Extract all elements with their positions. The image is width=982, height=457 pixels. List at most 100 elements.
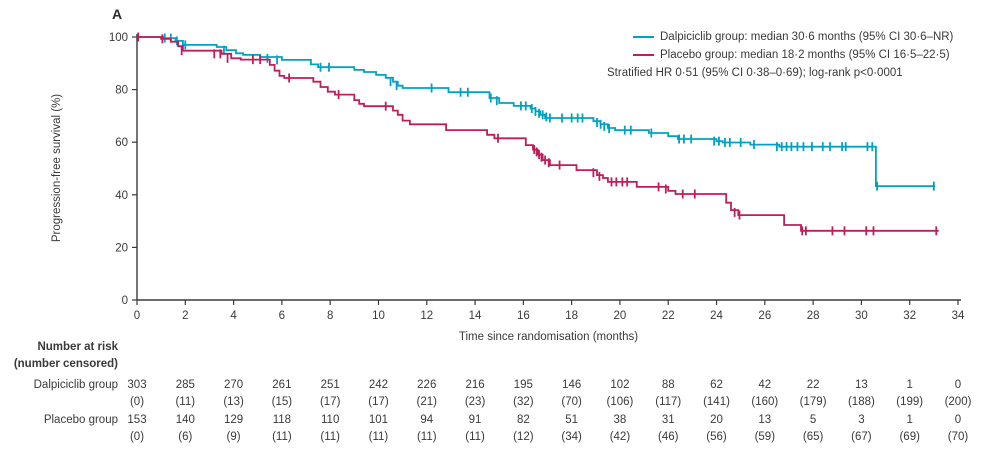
censored-value: (70) <box>561 396 582 408</box>
svg-text:20: 20 <box>115 242 128 254</box>
risk-value: 195 <box>513 379 533 391</box>
censored-value: (141) <box>703 396 730 408</box>
legend-item-dalpiciclib: Dalpiciclib group: median 30·6 months (9… <box>607 28 953 46</box>
svg-text:60: 60 <box>115 137 128 149</box>
risk-table-header-1: Number at risk <box>37 341 118 353</box>
risk-value: 129 <box>223 414 244 426</box>
legend-label-placebo: Placebo group: median 18·2 months (95% C… <box>660 49 950 61</box>
legend: Dalpiciclib group: median 30·6 months (9… <box>607 28 953 82</box>
censored-value: (11) <box>320 431 340 443</box>
svg-text:12: 12 <box>420 310 433 322</box>
censored-value: (12) <box>513 431 534 443</box>
censored-value: (69) <box>899 431 920 443</box>
censored-value: (46) <box>658 431 679 443</box>
risk-value: 102 <box>610 379 630 391</box>
svg-text:20: 20 <box>614 310 627 322</box>
risk-value: 110 <box>321 414 340 426</box>
svg-text:0: 0 <box>134 310 140 322</box>
risk-value: 216 <box>465 379 485 391</box>
risk-value: 101 <box>368 414 389 426</box>
censored-value: (67) <box>851 431 872 443</box>
risk-value: 42 <box>758 379 772 391</box>
censored-value: (17) <box>368 396 389 408</box>
censored-value: (17) <box>319 396 341 408</box>
svg-text:6: 6 <box>279 310 285 322</box>
x-axis-title: Time since randomisation (months) <box>458 331 639 343</box>
svg-text:4: 4 <box>230 310 237 322</box>
risk-value: 13 <box>758 414 772 426</box>
svg-text:26: 26 <box>758 310 771 322</box>
risk-value: 3 <box>858 414 865 426</box>
legend-label-dalpiciclib: Dalpiciclib group: median 30·6 months (9… <box>660 31 954 43</box>
risk-value: 13 <box>855 379 868 391</box>
risk-value: 270 <box>223 379 244 391</box>
svg-text:22: 22 <box>662 310 675 322</box>
censored-value: (13) <box>223 396 244 408</box>
risk-value: 226 <box>417 379 437 391</box>
risk-value: 31 <box>661 414 675 426</box>
risk-value: 261 <box>272 379 292 391</box>
censored-value: (21) <box>416 396 437 408</box>
risk-value: 303 <box>127 379 147 391</box>
svg-text:0: 0 <box>122 295 128 307</box>
svg-text:18: 18 <box>565 310 578 322</box>
risk-value: 88 <box>661 379 675 391</box>
censored-value: (6) <box>178 431 193 443</box>
svg-text:34: 34 <box>952 310 965 322</box>
risk-value: 153 <box>127 414 147 426</box>
svg-text:100: 100 <box>109 32 128 44</box>
hr-annotation-text: Stratified HR 0·51 (95% CI 0·38–0·69); l… <box>607 67 903 79</box>
svg-text:40: 40 <box>115 190 128 202</box>
svg-text:80: 80 <box>115 85 128 97</box>
risk-value: 1 <box>906 414 913 426</box>
risk-value: 0 <box>954 379 962 391</box>
censored-value: (106) <box>606 396 634 408</box>
hr-annotation: Stratified HR 0·51 (95% CI 0·38–0·69); l… <box>607 64 953 82</box>
censored-value: (70) <box>947 431 969 443</box>
legend-item-placebo: Placebo group: median 18·2 months (95% C… <box>607 46 953 64</box>
risk-value: 118 <box>272 414 292 426</box>
censored-value: (11) <box>416 431 437 443</box>
risk-row-label-placebo: Placebo group <box>43 414 118 426</box>
risk-value: 251 <box>320 379 340 391</box>
dalpiciclib-line-swatch <box>633 36 654 38</box>
risk-value: 146 <box>562 379 582 391</box>
censored-value: (200) <box>944 396 972 408</box>
risk-row-label-dalpiciclib: Dalpiciclib group <box>33 379 118 391</box>
risk-value: 242 <box>368 379 389 391</box>
censored-value: (9) <box>226 431 241 443</box>
censored-value: (23) <box>464 396 486 408</box>
risk-value: 38 <box>613 414 627 426</box>
risk-value: 22 <box>806 379 820 391</box>
risk-value: 0 <box>954 414 962 426</box>
svg-text:14: 14 <box>469 310 482 322</box>
censored-value: (11) <box>272 431 292 443</box>
censored-value: (11) <box>175 396 196 408</box>
risk-value: 51 <box>565 414 579 426</box>
censored-value: (11) <box>465 431 485 443</box>
censored-value: (179) <box>799 396 827 408</box>
placebo-line-swatch <box>633 54 654 56</box>
censored-value: (188) <box>847 396 875 408</box>
svg-text:32: 32 <box>903 310 916 322</box>
censored-value: (117) <box>655 396 682 408</box>
risk-value: 5 <box>809 414 817 426</box>
panel-label: A <box>112 6 123 22</box>
risk-value: 91 <box>468 414 482 426</box>
svg-text:24: 24 <box>710 310 723 322</box>
risk-value: 140 <box>175 414 195 426</box>
censored-value: (65) <box>802 431 824 443</box>
svg-text:30: 30 <box>855 310 868 322</box>
risk-table-header-2: (number censored) <box>13 358 118 370</box>
censored-value: (11) <box>368 431 389 443</box>
risk-value: 1 <box>906 379 913 391</box>
svg-text:2: 2 <box>182 310 188 322</box>
censored-value: (160) <box>751 396 779 408</box>
censored-value: (0) <box>129 431 145 443</box>
svg-text:10: 10 <box>372 310 385 322</box>
risk-value: 62 <box>710 379 723 391</box>
censored-value: (34) <box>561 431 582 443</box>
censored-value: (42) <box>609 431 631 443</box>
